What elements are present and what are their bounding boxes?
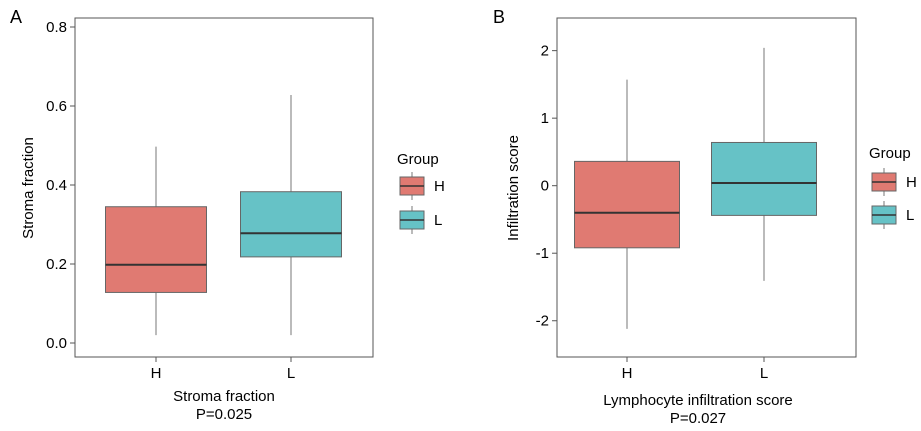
- panel-b-label: B: [493, 7, 505, 27]
- panel-b-boxes: [575, 48, 817, 329]
- panel-a-boxes: [106, 95, 342, 335]
- x-tick-label: L: [760, 365, 768, 382]
- legend-label-h: H: [906, 174, 917, 191]
- box-h: [106, 207, 207, 293]
- x-tick-label: L: [287, 365, 295, 382]
- legend-label-l: L: [906, 207, 914, 224]
- panel-b-y-axis: -2 -1 0 1 2: [536, 43, 557, 330]
- panel-a-pvalue: P=0.025: [196, 406, 252, 423]
- y-tick-label: 0.2: [46, 256, 67, 273]
- y-tick-label: 0.8: [46, 19, 67, 36]
- panel-a-ylabel: Stroma fraction: [20, 137, 37, 239]
- y-tick-label: 0.6: [46, 98, 67, 115]
- y-tick-label: 0.4: [46, 177, 67, 194]
- box-l: [712, 142, 817, 215]
- y-tick-label: -1: [536, 245, 549, 262]
- panel-a-legend: Group HL: [397, 151, 445, 234]
- panel-a-frame: [75, 18, 373, 357]
- y-tick-label: 2: [541, 43, 549, 60]
- legend-label-h: H: [434, 178, 445, 195]
- x-tick-label: H: [622, 365, 633, 382]
- panel-a-y-axis: 0.0 0.2 0.4 0.6 0.8: [46, 19, 75, 352]
- panel-a-label: A: [10, 7, 22, 27]
- panel-b-legend: Group HL: [869, 145, 917, 229]
- box-l: [241, 192, 342, 257]
- panel-b-pvalue: P=0.027: [670, 410, 726, 427]
- x-tick-label: H: [151, 365, 162, 382]
- panel-b-legend-title: Group: [869, 145, 911, 162]
- y-tick-label: 0: [541, 178, 549, 195]
- legend-label-l: L: [434, 212, 442, 229]
- y-tick-label: 1: [541, 110, 549, 127]
- box-h: [575, 161, 680, 247]
- panel-a-title: Stroma fraction: [173, 388, 275, 405]
- panel-a-legend-title: Group: [397, 151, 439, 168]
- panel-b-ylabel: Infiltration score: [505, 135, 522, 241]
- y-tick-label: 0.0: [46, 335, 67, 352]
- panel-b-title: Lymphocyte infiltration score: [603, 392, 793, 409]
- y-tick-label: -2: [536, 313, 549, 330]
